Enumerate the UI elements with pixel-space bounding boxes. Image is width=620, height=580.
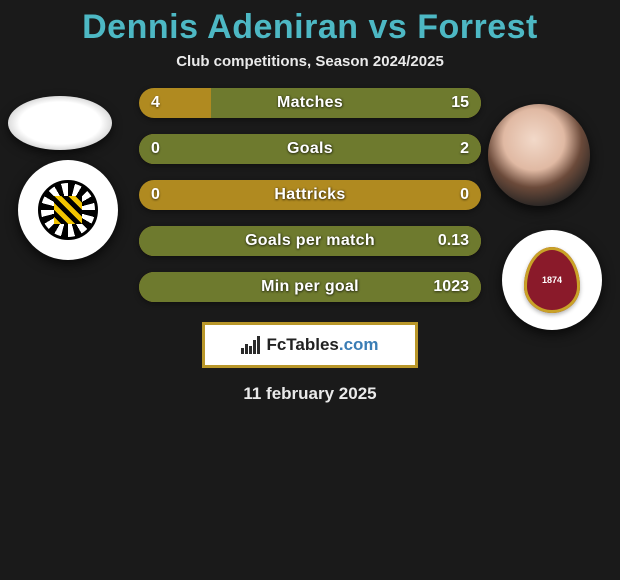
hearts-crest-year: 1874 <box>542 275 562 285</box>
stat-label: Matches <box>139 88 481 118</box>
hearts-crest-icon: 1874 <box>524 247 580 313</box>
stat-bar: 0.13Goals per match <box>139 226 481 256</box>
player-left-avatar <box>8 96 112 150</box>
brand-name: FcTables <box>266 335 338 354</box>
player-right-avatar <box>488 104 590 206</box>
stat-bar: 02Goals <box>139 134 481 164</box>
brand-text: FcTables.com <box>266 335 378 355</box>
stat-label: Goals per match <box>139 226 481 256</box>
subtitle: Club competitions, Season 2024/2025 <box>0 53 620 70</box>
stat-bars: 415Matches 02Goals 00Hattricks 0.13Goals pe… <box>139 88 481 302</box>
stat-bar: 1023Min per goal <box>139 272 481 302</box>
stat-label: Goals <box>139 134 481 164</box>
stmirren-crest-icon <box>38 180 98 240</box>
brand-suffix: .com <box>339 335 379 354</box>
stat-label: Hattricks <box>139 180 481 210</box>
stmirren-checker-icon <box>54 196 82 224</box>
stat-bar: 415Matches <box>139 88 481 118</box>
comparison-card: Dennis Adeniran vs Forrest Club competit… <box>0 0 620 404</box>
brand-chart-icon <box>241 336 260 354</box>
date-text: 11 february 2025 <box>0 384 620 404</box>
player-right-club-badge: 1874 <box>502 230 602 330</box>
brand-box: FcTables.com <box>202 322 418 368</box>
page-title: Dennis Adeniran vs Forrest <box>0 8 620 47</box>
stat-label: Min per goal <box>139 272 481 302</box>
content-area: 1874 415Matches 02Goals 00Hattricks 0.13Goa… <box>0 88 620 404</box>
player-left-club-badge <box>18 160 118 260</box>
stat-bar: 00Hattricks <box>139 180 481 210</box>
